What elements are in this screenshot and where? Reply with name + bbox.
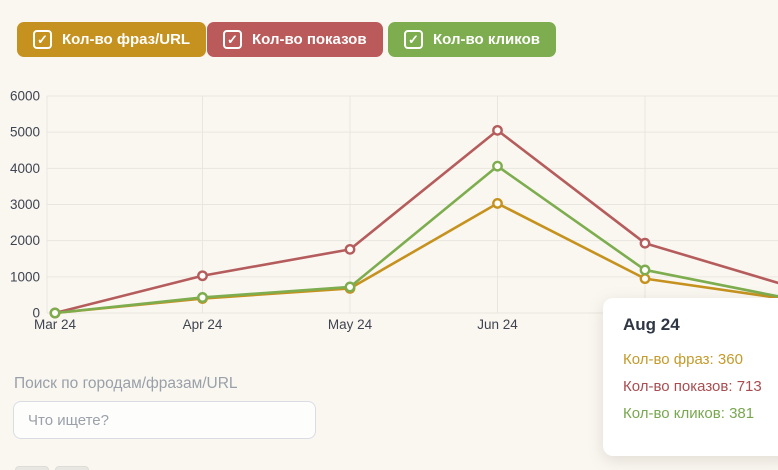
data-point[interactable] <box>344 243 356 255</box>
search-label: Поиск по городам/фразам/URL <box>14 375 238 392</box>
x-axis-tick-label: May 24 <box>328 317 373 332</box>
series-line-0 <box>53 202 778 315</box>
data-point[interactable] <box>492 198 503 209</box>
y-axis-tick-label: 5000 <box>10 125 40 140</box>
data-point[interactable] <box>492 124 503 136</box>
data-point[interactable] <box>639 273 651 285</box>
x-axis-tick-label: Mar 24 <box>34 317 77 332</box>
tooltip-item-value: 713 <box>736 378 762 395</box>
y-axis-tick-label: 6000 <box>10 89 40 104</box>
tooltip-item-impressions: Кол-во показов: 713 <box>623 378 775 395</box>
tooltip-item-value: 381 <box>729 405 755 422</box>
line-chart-svg: 0 1000 2000 3000 4000 5000 6000 Mar 24 Apr 24 May… <box>10 89 778 332</box>
x-axis-tick-label: Jun 24 <box>477 317 518 332</box>
x-axis-tick-label: Apr 24 <box>183 317 223 332</box>
tooltip-item-value: 360 <box>717 351 743 368</box>
tooltip-item-clicks: Кол-во кликов: 381 <box>623 405 775 422</box>
series-line-2 <box>53 164 778 315</box>
data-point[interactable] <box>344 281 356 293</box>
data-point[interactable] <box>639 237 651 249</box>
data-point[interactable] <box>49 307 61 319</box>
legend-toggle-label: Кол-во фраз/URL <box>62 31 191 48</box>
data-point[interactable] <box>639 264 651 276</box>
tooltip-item-label: Кол-во показов: <box>623 378 733 395</box>
data-point[interactable] <box>197 292 208 303</box>
tooltip-item-phrases: Кол-во фраз: 360 <box>623 351 775 368</box>
data-point[interactable] <box>492 160 503 172</box>
y-axis-tick-label: 1000 <box>10 269 40 284</box>
tooltip-item-label: Кол-во кликов: <box>623 405 725 422</box>
legend-toggle-impressions[interactable]: ✓ Кол-во показов <box>207 22 383 57</box>
legend-toggle-label: Кол-во кликов <box>433 31 540 48</box>
tooltip-title: Aug 24 <box>623 315 680 334</box>
data-point[interactable] <box>197 270 208 282</box>
checkbox-checked-icon: ✓ <box>223 30 242 49</box>
y-axis-tick-label: 0 <box>32 306 40 321</box>
chart-tooltip: Aug 24 Кол-во фраз: 360 Кол-во показов: … <box>603 298 778 456</box>
cutoff-button-right[interactable] <box>55 466 89 470</box>
checkbox-checked-icon: ✓ <box>33 30 52 49</box>
y-axis-tick-label: 4000 <box>10 161 40 176</box>
legend-toggle-label: Кол-во показов <box>252 31 367 48</box>
cutoff-button-left[interactable] <box>15 466 49 470</box>
search-input[interactable] <box>13 401 316 439</box>
y-axis-tick-label: 3000 <box>10 197 40 212</box>
line-chart: 0 1000 2000 3000 4000 5000 6000 Mar 24 Apr 24 May… <box>0 85 778 335</box>
tooltip-item-label: Кол-во фраз: <box>623 351 714 368</box>
legend-toggle-clicks[interactable]: ✓ Кол-во кликов <box>388 22 556 57</box>
checkbox-checked-icon: ✓ <box>404 30 423 49</box>
series-line-1 <box>53 129 778 315</box>
y-axis-tick-label: 2000 <box>10 233 40 248</box>
legend-toggle-phrases[interactable]: ✓ Кол-во фраз/URL <box>17 22 207 57</box>
